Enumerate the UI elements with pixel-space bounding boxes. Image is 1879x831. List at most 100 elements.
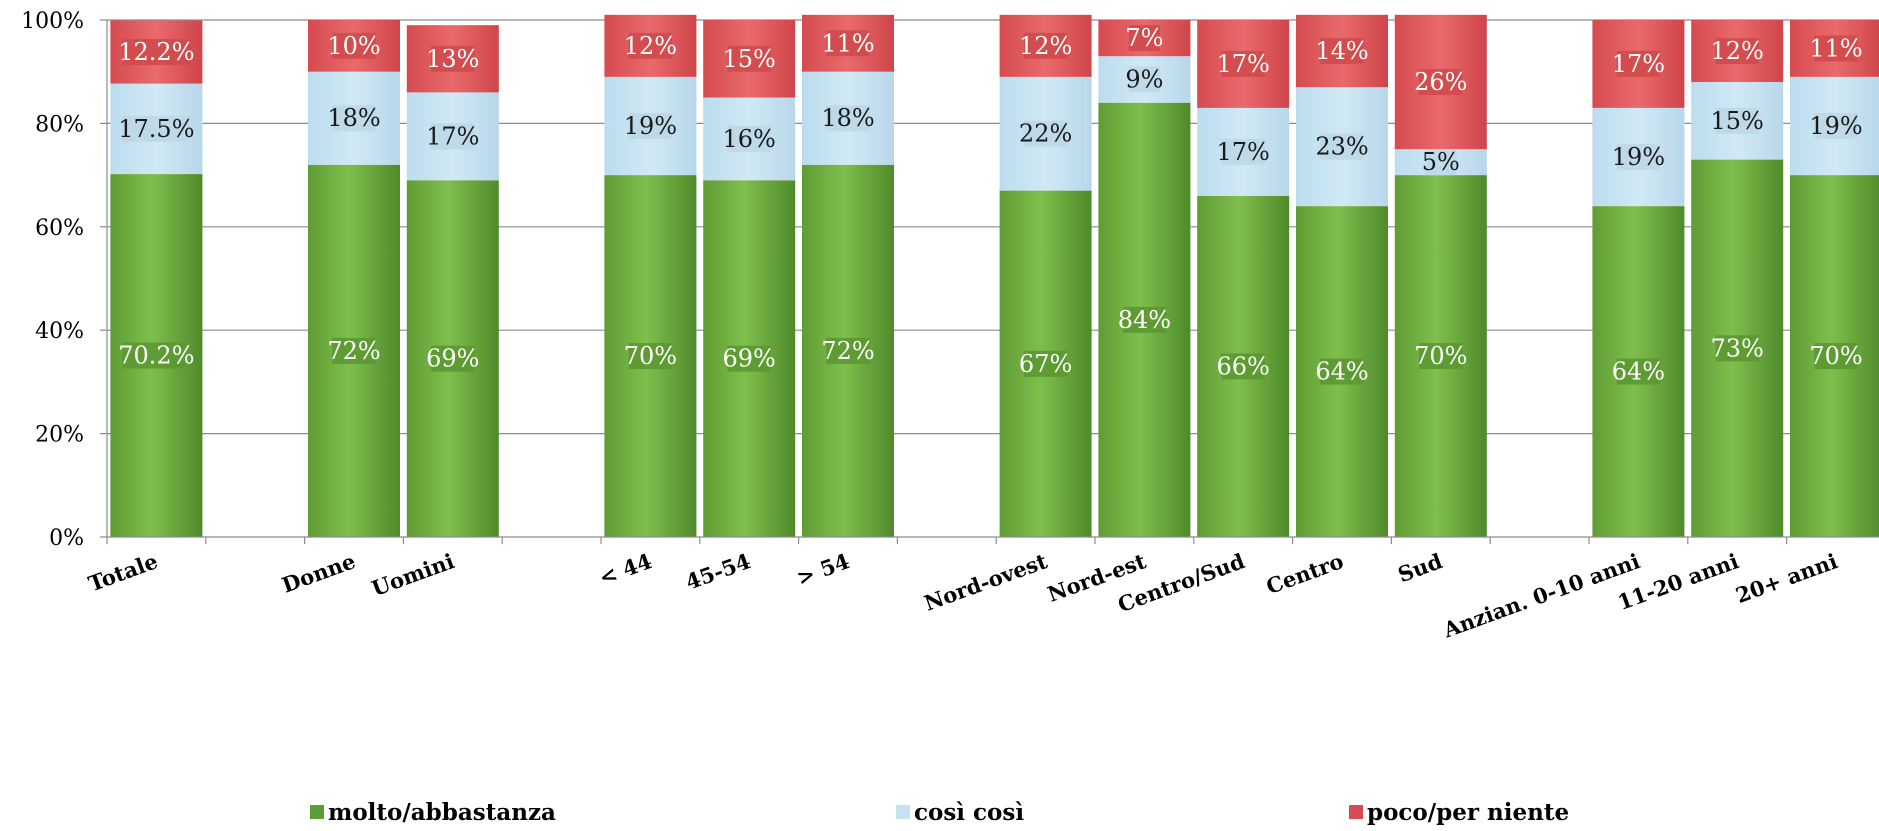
data-label-bg xyxy=(332,105,376,132)
data-label-bg xyxy=(826,337,870,364)
data-label-bg xyxy=(1128,25,1160,52)
legend-swatch-green xyxy=(310,805,324,819)
data-label: 70% xyxy=(624,342,677,370)
data-label-bg xyxy=(431,345,475,372)
data-label-bg xyxy=(1425,149,1457,176)
data-label-bg xyxy=(1616,144,1661,171)
data-label: 10% xyxy=(327,32,380,60)
data-label: 19% xyxy=(624,112,677,140)
data-label-bg xyxy=(1419,343,1463,370)
data-label-bg xyxy=(826,105,870,132)
y-tick-label: 100% xyxy=(21,9,84,34)
data-label-bg xyxy=(1221,138,1265,165)
y-tick-label: 40% xyxy=(35,319,84,344)
data-label-bg xyxy=(1616,50,1661,77)
data-label-bg xyxy=(727,345,771,372)
data-label: 69% xyxy=(426,345,479,373)
data-labels: 70.2% 17.5% 12.2% 72% 18% 10% 69% 17% 13% 70% 19% 1… xyxy=(118,24,1862,385)
data-label: 7% xyxy=(1125,24,1163,52)
legend-item-cosi-cosi: così così xyxy=(896,798,1025,826)
legend-item-molto-abbastanza: molto/abbastanza xyxy=(310,798,556,826)
data-label-bg xyxy=(1616,358,1661,385)
data-label-bg xyxy=(1320,358,1364,385)
data-label: 14% xyxy=(1315,37,1368,65)
data-label-bg xyxy=(122,39,191,66)
data-label: 22% xyxy=(1019,120,1072,148)
data-label-bg xyxy=(628,343,673,370)
data-label: 84% xyxy=(1118,306,1171,334)
legend-item-poco-per-niente: poco/per niente xyxy=(1349,798,1570,826)
data-label-bg xyxy=(1814,112,1858,139)
x-category-label: > 54 xyxy=(793,548,852,590)
legend-swatch-blue xyxy=(896,805,910,819)
x-category-label: Nord-ovest xyxy=(921,548,1051,616)
data-label-bg xyxy=(1814,343,1858,370)
data-label: 69% xyxy=(723,345,776,373)
data-label: 64% xyxy=(1315,358,1368,386)
data-label: 18% xyxy=(327,104,380,132)
data-label: 66% xyxy=(1217,352,1270,380)
data-label: 9% xyxy=(1125,65,1163,93)
legend-label: molto/abbastanza xyxy=(328,798,556,826)
data-label: 16% xyxy=(723,125,776,153)
data-label-bg xyxy=(1023,32,1068,59)
y-tick-label: 60% xyxy=(35,216,84,241)
y-tick-label: 80% xyxy=(35,112,84,137)
data-label: 70% xyxy=(1809,342,1862,370)
data-label-bg xyxy=(1320,133,1364,160)
data-label: 12% xyxy=(1711,37,1764,65)
data-label-bg xyxy=(628,32,673,59)
x-category-label: Centro xyxy=(1263,548,1347,599)
data-label-bg xyxy=(1715,107,1759,134)
y-tick-label: 0% xyxy=(49,526,84,551)
data-label: 5% xyxy=(1422,148,1460,176)
data-label: 19% xyxy=(1612,143,1665,171)
data-label-bg xyxy=(332,337,376,364)
data-label: 23% xyxy=(1315,133,1368,161)
data-label: 17% xyxy=(1612,50,1665,78)
data-label-bg xyxy=(122,115,191,142)
data-label-bg xyxy=(1221,50,1265,77)
data-label: 19% xyxy=(1809,112,1862,140)
legend-label: poco/per niente xyxy=(1367,798,1570,826)
data-label: 12% xyxy=(624,32,677,60)
data-label: 17.5% xyxy=(118,115,194,143)
data-label-bg xyxy=(1715,38,1759,65)
data-label-bg xyxy=(1320,38,1364,65)
data-label-bg xyxy=(431,45,475,72)
x-category-label: Uomini xyxy=(368,548,457,601)
data-label-bg xyxy=(727,125,771,152)
x-category-label: 20+ anni xyxy=(1732,548,1840,608)
data-label-bg xyxy=(826,30,870,57)
x-category-label: Totale xyxy=(85,548,161,596)
data-label: 13% xyxy=(426,45,479,73)
gridlines xyxy=(107,19,1879,435)
data-label-bg xyxy=(1023,120,1068,147)
bars xyxy=(110,14,1879,538)
data-label: 15% xyxy=(723,45,776,73)
data-label-bg xyxy=(727,45,771,72)
data-label: 12% xyxy=(1019,32,1072,60)
y-tick-label: 20% xyxy=(35,423,84,448)
x-category-label: Donne xyxy=(279,548,359,598)
data-label-bg xyxy=(628,112,673,139)
x-category-label: < 44 xyxy=(596,548,655,590)
data-label: 15% xyxy=(1711,107,1764,135)
data-label-bg xyxy=(1221,353,1265,380)
x-category-label: 45-54 xyxy=(682,548,754,594)
data-label: 17% xyxy=(1217,138,1270,166)
data-label-bg xyxy=(122,342,191,369)
data-label: 72% xyxy=(327,337,380,365)
data-label: 73% xyxy=(1711,334,1764,362)
x-category-label: Anzian. 0-10 anni xyxy=(1439,548,1643,643)
data-label: 17% xyxy=(1217,50,1270,78)
data-label: 26% xyxy=(1414,68,1467,96)
data-label-bg xyxy=(1814,35,1858,62)
data-label: 12.2% xyxy=(118,38,194,66)
data-label-bg xyxy=(1128,66,1160,93)
data-label: 70% xyxy=(1414,342,1467,370)
legend-label: così così xyxy=(914,798,1025,826)
data-label-bg xyxy=(1419,69,1463,96)
data-label-bg xyxy=(431,123,475,150)
